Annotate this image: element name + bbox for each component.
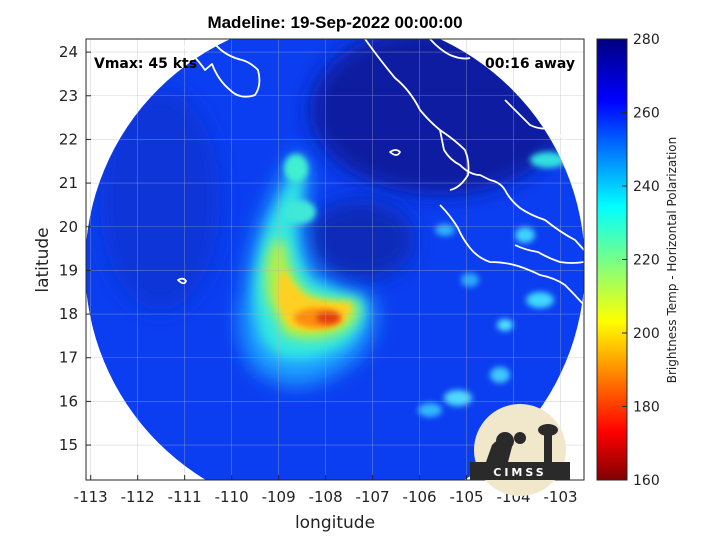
x-tick-label: -103 — [543, 488, 577, 506]
x-axis-label: longitude — [295, 513, 375, 533]
cimss-logo: CIMSS — [470, 404, 570, 496]
colorbar-tick-label: 240 — [633, 179, 660, 195]
colorbar-tick-label: 160 — [633, 473, 660, 489]
x-tick-label: -105 — [450, 488, 484, 506]
x-tick-label: -111 — [168, 488, 202, 506]
y-tick-label: 17 — [59, 349, 78, 367]
x-tick-label: -108 — [309, 488, 343, 506]
y-tick-label: 23 — [59, 87, 78, 105]
map-grid — [86, 39, 584, 480]
x-tick-label: -113 — [74, 488, 108, 506]
brightness-field — [86, 39, 584, 480]
logo-text: CIMSS — [493, 466, 546, 479]
vmax-annotation: Vmax: 45 kts — [94, 56, 197, 72]
colorbar-tick-label: 280 — [633, 32, 660, 48]
y-tick-label: 16 — [59, 392, 78, 410]
y-axis-label: latitude — [33, 227, 53, 292]
colorbar-tick-label: 200 — [633, 326, 660, 342]
chart-title: Madeline: 19-Sep-2022 00:00:00 — [207, 13, 463, 32]
colorbar-tick-labels: 160 180 200 220 240 260 280 — [622, 32, 660, 489]
coastline — [174, 39, 584, 306]
x-tick-label: -107 — [356, 488, 390, 506]
x-tick-label: -112 — [121, 488, 155, 506]
y-tick-label: 22 — [59, 130, 78, 148]
y-tick-label: 15 — [59, 436, 78, 454]
y-tick-label: 19 — [59, 261, 78, 279]
x-tick-label: -106 — [403, 488, 437, 506]
x-tick-label: -110 — [215, 488, 249, 506]
y-tick-labels: 15 16 17 18 19 20 21 22 23 24 — [59, 43, 91, 454]
colorbar-tick-label: 220 — [633, 253, 660, 269]
y-tick-label: 24 — [59, 43, 78, 61]
x-tick-label: -109 — [262, 488, 296, 506]
axes-frame — [85, 38, 585, 481]
y-tick-label: 18 — [59, 305, 78, 323]
y-tick-label: 20 — [59, 218, 78, 236]
time-annotation: 00:16 away — [485, 56, 575, 72]
colorbar-label: Brightness Temp - Horizontal Polarizatio… — [665, 137, 679, 384]
colorbar-tick-label: 180 — [633, 400, 660, 416]
y-tick-label: 21 — [59, 174, 78, 192]
colorbar-tick-label: 260 — [633, 106, 660, 122]
